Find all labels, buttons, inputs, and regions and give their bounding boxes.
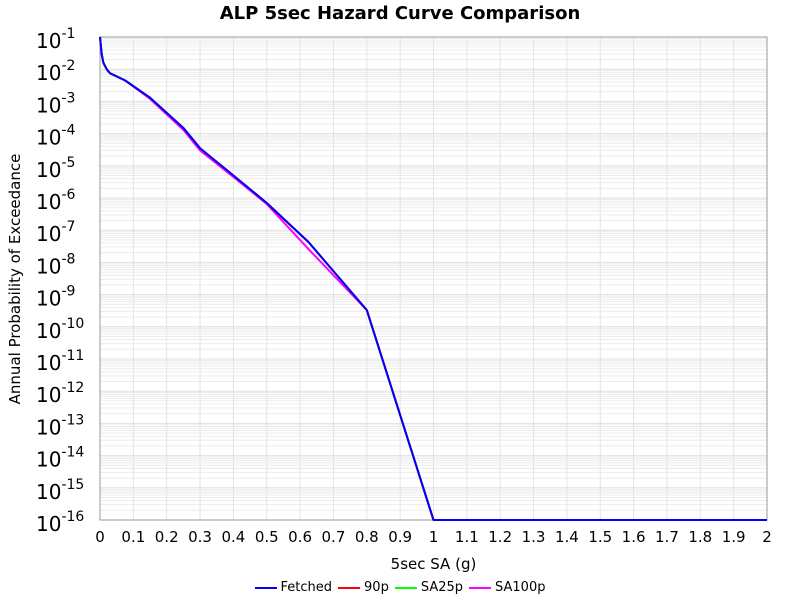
- x-tick-label: 1.1: [455, 528, 479, 546]
- x-tick-label: 1.8: [688, 528, 712, 546]
- y-tick-label: 10-2: [36, 58, 75, 85]
- legend-swatch: [469, 586, 492, 589]
- legend-item: 90p: [338, 580, 389, 595]
- x-tick-label: 1.7: [655, 528, 679, 546]
- x-tick-label: 0.1: [121, 528, 145, 546]
- y-tick-label: 10-16: [36, 509, 84, 536]
- y-tick-label: 10-15: [36, 477, 84, 504]
- x-tick-label: 0.6: [288, 528, 312, 546]
- y-tick-label: 10-12: [36, 380, 84, 407]
- x-tick-label: 0.4: [221, 528, 245, 546]
- y-tick-label: 10-14: [36, 445, 84, 472]
- x-tick-label: 1.4: [555, 528, 579, 546]
- y-tick-label: 10-6: [36, 187, 76, 214]
- x-tick-label: 1.3: [522, 528, 546, 546]
- x-tick-label: 0.2: [155, 528, 179, 546]
- legend-label: Fetched: [280, 580, 333, 595]
- legend-label: 90p: [364, 580, 389, 595]
- x-tick-label: 1.5: [588, 528, 612, 546]
- legend-item: SA25p: [394, 580, 464, 595]
- y-tick-label: 10-5: [36, 155, 75, 182]
- x-tick-label: 1.9: [722, 528, 746, 546]
- legend-swatch: [394, 586, 417, 589]
- legend: Fetched 90p SA25p SA100p: [0, 580, 800, 595]
- legend-label: SA25p: [420, 580, 464, 595]
- y-tick-label: 10-11: [36, 348, 84, 375]
- y-tick-label: 10-1: [36, 26, 75, 53]
- legend-item: SA100p: [469, 580, 545, 595]
- x-tick-label: 0: [95, 528, 105, 546]
- legend-swatch: [254, 586, 277, 589]
- y-tick-label: 10-4: [36, 123, 76, 150]
- x-tick-label: 1.6: [622, 528, 646, 546]
- x-axis-label: 5sec SA (g): [390, 555, 477, 573]
- x-tick-label: 0.9: [388, 528, 412, 546]
- x-tick-label: 0.8: [355, 528, 379, 546]
- legend-label: SA100p: [495, 580, 546, 595]
- y-tick-label: 10-7: [36, 219, 75, 246]
- x-tick-label: 0.3: [188, 528, 212, 546]
- x-tick-label: 0.7: [322, 528, 346, 546]
- y-tick-label: 10-10: [36, 316, 84, 343]
- chart-title: ALP 5sec Hazard Curve Comparison: [219, 3, 581, 24]
- series-line-fetched: [99, 36, 767, 521]
- y-axis-label: Annual Probability of Exceedance: [6, 153, 24, 405]
- x-tick-label: 1: [429, 528, 439, 546]
- y-tick-label: 10-9: [36, 284, 75, 311]
- legend-swatch: [338, 586, 361, 589]
- x-tick-label: 1.2: [488, 528, 512, 546]
- x-tick-label: 2: [762, 528, 772, 546]
- x-tick-label: 0.5: [255, 528, 279, 546]
- y-tick-label: 10-13: [36, 412, 84, 439]
- legend-item: Fetched: [254, 580, 333, 595]
- y-tick-label: 10-3: [36, 90, 75, 117]
- y-tick-label: 10-8: [36, 251, 75, 278]
